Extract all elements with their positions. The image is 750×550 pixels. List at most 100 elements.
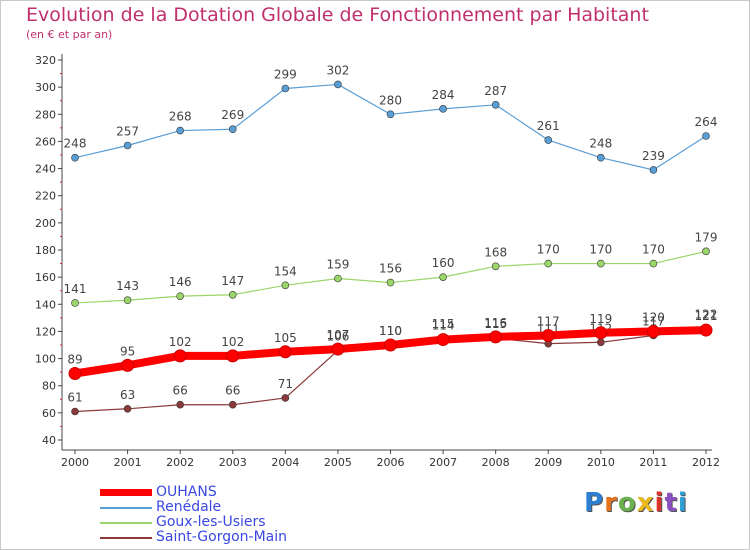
data-point xyxy=(176,292,184,300)
data-point xyxy=(123,404,132,413)
data-point xyxy=(228,400,237,409)
data-point xyxy=(597,338,605,347)
data-label: 95 xyxy=(120,344,135,358)
data-point xyxy=(646,324,660,338)
x-tick-label: 2004 xyxy=(271,456,299,469)
data-label: 119 xyxy=(589,312,612,326)
x-tick-label: 2002 xyxy=(166,456,194,469)
x-tick-label: 2007 xyxy=(429,456,457,469)
x-tick-label: 2006 xyxy=(377,456,405,469)
data-point xyxy=(176,400,184,409)
data-label: 122 xyxy=(695,308,718,322)
data-label: 102 xyxy=(221,335,244,349)
series-ouhans: 89 95 102 102 105 107 110 114 116 117 119 120 121 xyxy=(67,309,718,380)
data-point xyxy=(281,281,290,290)
legend-label-saint-gorgon-main: Saint-Gorgon-Main xyxy=(156,529,288,545)
y-tick-label: 300 xyxy=(35,81,56,94)
x-tick-label: 2003 xyxy=(219,456,247,469)
data-point xyxy=(334,274,342,283)
y-tick-label: 140 xyxy=(35,298,56,311)
data-label: 141 xyxy=(64,282,87,296)
y-tick-label: 60 xyxy=(42,407,56,420)
data-point xyxy=(702,132,710,140)
x-tick-label: 2008 xyxy=(482,456,510,469)
data-point xyxy=(597,259,605,268)
data-point xyxy=(699,323,713,337)
data-label: 63 xyxy=(120,388,135,402)
data-label: 284 xyxy=(432,88,455,102)
data-point xyxy=(176,126,184,135)
logo-letter: o xyxy=(617,488,637,518)
data-point xyxy=(228,125,237,134)
legend-swatch-goux-les-usiers xyxy=(100,522,152,524)
data-label: 168 xyxy=(484,245,507,259)
y-tick-label: 280 xyxy=(35,108,56,121)
data-label: 156 xyxy=(379,262,402,276)
data-label: 239 xyxy=(642,149,665,163)
data-point xyxy=(228,290,237,299)
data-label: 170 xyxy=(642,243,665,257)
chart-subtitle: (en € et par an) xyxy=(26,28,113,41)
data-label: 302 xyxy=(326,63,349,77)
series-ren-dale: 248 257 268 269 299 302 280 284 287 261 248 239 264 xyxy=(64,63,718,174)
y-tick-label: 100 xyxy=(35,353,56,366)
data-label: 116 xyxy=(484,316,507,330)
logo-letter: t xyxy=(664,488,678,518)
data-point xyxy=(68,367,82,380)
data-label: 179 xyxy=(695,230,718,244)
data-label: 61 xyxy=(67,391,82,405)
data-label: 154 xyxy=(274,264,297,278)
data-point xyxy=(121,358,135,372)
data-point xyxy=(71,153,79,162)
data-point xyxy=(436,333,450,347)
data-label: 280 xyxy=(379,93,402,107)
data-point xyxy=(594,326,608,340)
data-point xyxy=(439,105,447,113)
data-point xyxy=(123,296,132,305)
data-point xyxy=(491,262,500,271)
data-label: 71 xyxy=(278,377,293,391)
data-point xyxy=(544,259,553,268)
data-label: 107 xyxy=(326,328,349,342)
data-point xyxy=(597,153,605,162)
x-tick-label: 2009 xyxy=(534,456,562,469)
data-label: 147 xyxy=(221,274,244,288)
data-point xyxy=(489,330,503,344)
legend-swatch-saint-gorgon-main xyxy=(100,537,152,539)
data-label: 89 xyxy=(67,353,82,367)
x-tick-label: 2000 xyxy=(61,456,89,469)
legend-swatch-renedale xyxy=(100,507,152,509)
data-point xyxy=(123,141,132,150)
chart-title: Evolution de la Dotation Globale de Fonc… xyxy=(26,4,649,26)
logo-letter: r xyxy=(604,488,618,518)
legend-label-renedale: Renédale xyxy=(156,499,222,515)
data-point xyxy=(226,349,240,363)
x-tick-label: 2001 xyxy=(114,456,142,469)
data-point xyxy=(541,329,555,342)
data-label: 170 xyxy=(537,243,560,257)
data-label: 159 xyxy=(326,258,349,272)
data-point xyxy=(702,247,710,256)
data-label: 66 xyxy=(225,384,240,398)
x-tick-label: 2005 xyxy=(324,456,352,469)
data-point xyxy=(649,166,658,174)
data-point xyxy=(331,342,345,356)
logo-letter: i xyxy=(677,488,688,518)
data-point xyxy=(491,100,500,109)
y-tick-label: 220 xyxy=(35,190,56,203)
data-point xyxy=(173,349,187,363)
data-label: 248 xyxy=(64,137,87,151)
data-label: 264 xyxy=(695,115,718,129)
legend-label-ouhans: OUHANS xyxy=(156,484,217,500)
data-label: 257 xyxy=(116,125,139,139)
series-goux-les-usiers: 141 143 146 147 154 159 156 160 168 170 170 170 179 xyxy=(64,230,718,307)
data-label: 120 xyxy=(642,310,665,324)
data-label: 105 xyxy=(274,331,297,345)
data-label: 121 xyxy=(695,309,718,323)
y-tick-label: 260 xyxy=(35,135,56,148)
y-tick-label: 200 xyxy=(35,217,56,230)
legend-label-goux-les-usiers: Goux-les-Usiers xyxy=(156,514,266,530)
data-label: 268 xyxy=(169,110,192,124)
